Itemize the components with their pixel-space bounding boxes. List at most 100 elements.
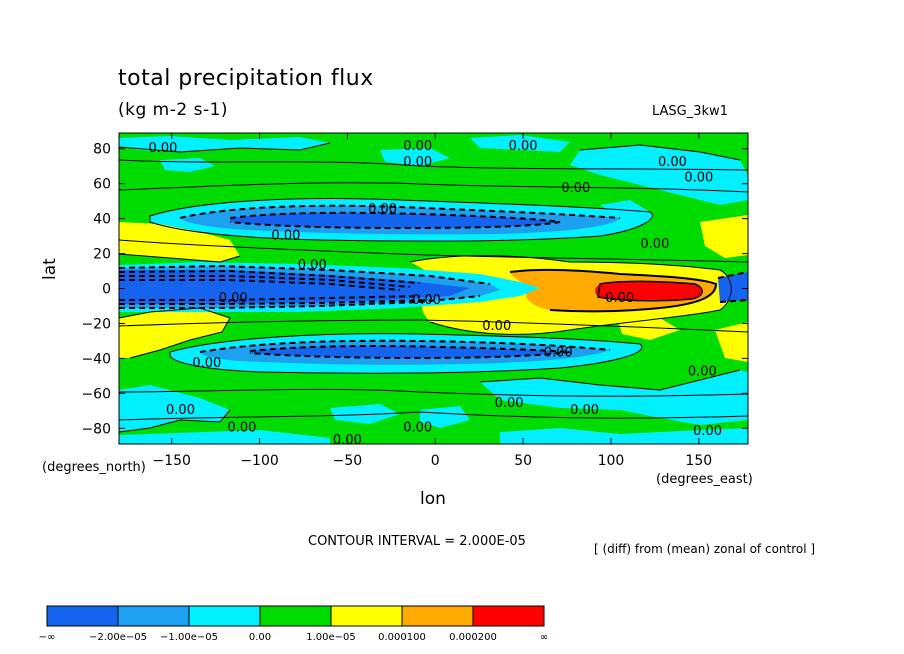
contour-value-label: 0.00 bbox=[693, 424, 722, 439]
subtropical-yellow-patch bbox=[700, 215, 748, 258]
contour-line bbox=[119, 388, 748, 397]
contour-line bbox=[119, 307, 231, 359]
colorbar-swatch bbox=[188, 605, 261, 627]
antarctic-cyan-patch bbox=[420, 406, 470, 428]
x-tick-label: −100 bbox=[240, 453, 278, 469]
subtropical-yellow-patch bbox=[119, 222, 240, 262]
contour-line bbox=[119, 239, 748, 263]
contour-value-label: 0.00 bbox=[658, 155, 687, 170]
contour-value-label: 0.00 bbox=[192, 356, 221, 371]
axis-ticks: −150 −100 −50 0 50 100 150 80 60 40 20 0 −20 −40 −60 −8… bbox=[81, 133, 748, 469]
arctic-cyan-patch bbox=[119, 136, 330, 152]
chart-units: (kg m-2 s-1) bbox=[118, 100, 229, 120]
dashed-contour bbox=[119, 275, 411, 288]
dashed-contour bbox=[119, 295, 421, 301]
y-tick-label: −20 bbox=[81, 316, 111, 332]
contour-value-label: 0.00 bbox=[166, 403, 195, 418]
y-tick-label: −40 bbox=[81, 351, 111, 367]
contour-line bbox=[119, 159, 748, 171]
dashed-contour bbox=[717, 271, 748, 279]
y-axis-units: (degrees_north) bbox=[42, 460, 146, 475]
contour-line bbox=[579, 144, 741, 161]
contour-value-label: 0.00 bbox=[570, 403, 599, 418]
contour-value-label: 0.00 bbox=[688, 365, 717, 380]
difference-note: [ (diff) from (mean) zonal of control ] bbox=[594, 542, 816, 556]
east-edge-blue-patch bbox=[718, 272, 748, 302]
dashed-contour bbox=[119, 269, 421, 284]
contour-value-label: 0.00 bbox=[684, 171, 713, 186]
colorbar-label: 0.000100 bbox=[378, 632, 426, 643]
contour-line bbox=[119, 142, 331, 153]
contour-value-label: 0.00 bbox=[271, 228, 300, 243]
y-tick-label: 40 bbox=[93, 212, 111, 228]
y-tick-label: 80 bbox=[93, 142, 111, 158]
colorbar-label: −∞ bbox=[39, 632, 56, 643]
arctic-cyan-patch bbox=[380, 148, 450, 166]
y-tick-label: −80 bbox=[81, 421, 111, 437]
contour-value-label: 0.00 bbox=[495, 396, 524, 411]
equatorial-dark-blue-band bbox=[119, 270, 470, 304]
contour-value-label: 0.00 bbox=[482, 319, 511, 334]
dashed-contour bbox=[249, 345, 571, 360]
x-tick-label: −150 bbox=[152, 453, 190, 469]
arctic-cyan-patch bbox=[470, 135, 570, 152]
colorbar-swatch bbox=[259, 605, 332, 627]
y-tick-label: 20 bbox=[93, 247, 111, 263]
dashed-contour bbox=[119, 299, 431, 305]
x-axis-units: (degrees_east) bbox=[656, 472, 753, 487]
contour-value-label: 0.00 bbox=[368, 202, 397, 217]
colorbar-swatch bbox=[472, 605, 545, 627]
dashed-contour bbox=[119, 295, 481, 309]
colorbar-label: 0.00 bbox=[249, 632, 271, 643]
antarctic-cyan-patch bbox=[500, 428, 748, 444]
contour-line bbox=[597, 280, 703, 302]
contour-value-label: 0.00 bbox=[228, 421, 257, 436]
contour-value-label: 0.00 bbox=[403, 139, 432, 154]
contour-value-label: 0.00 bbox=[219, 291, 248, 306]
contour-line bbox=[119, 409, 231, 433]
x-tick-label: 150 bbox=[685, 453, 712, 469]
y-axis-label: lat bbox=[40, 258, 60, 280]
contour-value-label: 0.00 bbox=[640, 237, 669, 252]
contour-value-label: 0.00 bbox=[544, 345, 573, 360]
antarctic-cyan-patch bbox=[480, 370, 748, 425]
x-tick-label: 50 bbox=[514, 453, 532, 469]
colorbar: −∞ −2.00e−05 −1.00e−05 0.00 1.00e−05 0.000100… bbox=[39, 605, 548, 643]
subtropical-yellow-patch bbox=[618, 318, 680, 340]
north-midlat-dark-blue-band bbox=[230, 212, 560, 228]
contour-value-label: 0.00 bbox=[509, 139, 538, 154]
contour-value-label: 0.00 bbox=[298, 258, 327, 273]
contour-line bbox=[479, 369, 741, 391]
colorbar-swatch bbox=[46, 605, 119, 627]
colorbar-label: −2.00e−05 bbox=[89, 632, 147, 643]
x-tick-label: 100 bbox=[598, 453, 625, 469]
dashed-contour bbox=[719, 299, 748, 303]
contour-line bbox=[169, 333, 643, 374]
dashed-contour bbox=[229, 211, 561, 230]
colorbar-label: 1.00e−05 bbox=[306, 632, 356, 643]
colorbar-swatch bbox=[330, 605, 403, 627]
chart-title: total precipitation flux bbox=[118, 66, 374, 91]
contour-line bbox=[509, 268, 718, 313]
contour-field bbox=[119, 133, 748, 444]
contour-value-label: 0.00 bbox=[148, 141, 177, 156]
model-label: LASG_3kw1 bbox=[652, 104, 728, 119]
y-tick-label: 60 bbox=[93, 177, 111, 193]
colorbar-label: 0.000200 bbox=[449, 632, 497, 643]
contour-value-label: 0.00 bbox=[561, 181, 590, 196]
contour-line bbox=[119, 253, 241, 263]
dashed-contour bbox=[199, 339, 611, 353]
contour-interval-note: CONTOUR INTERVAL = 2.000E-05 bbox=[308, 534, 526, 549]
antarctic-cyan-patch bbox=[119, 385, 230, 432]
colorbar-label: ∞ bbox=[540, 632, 548, 643]
colorbar-swatch bbox=[401, 605, 474, 627]
y-tick-label: −60 bbox=[81, 386, 111, 402]
contour-lines bbox=[119, 142, 748, 433]
contour-line bbox=[409, 255, 732, 335]
equatorial-red-core bbox=[595, 281, 703, 301]
contour-value-label: 0.00 bbox=[605, 291, 634, 306]
x-axis-label: lon bbox=[420, 489, 446, 509]
dashed-contour bbox=[179, 204, 621, 219]
contour-value-label: 0.00 bbox=[403, 421, 432, 436]
